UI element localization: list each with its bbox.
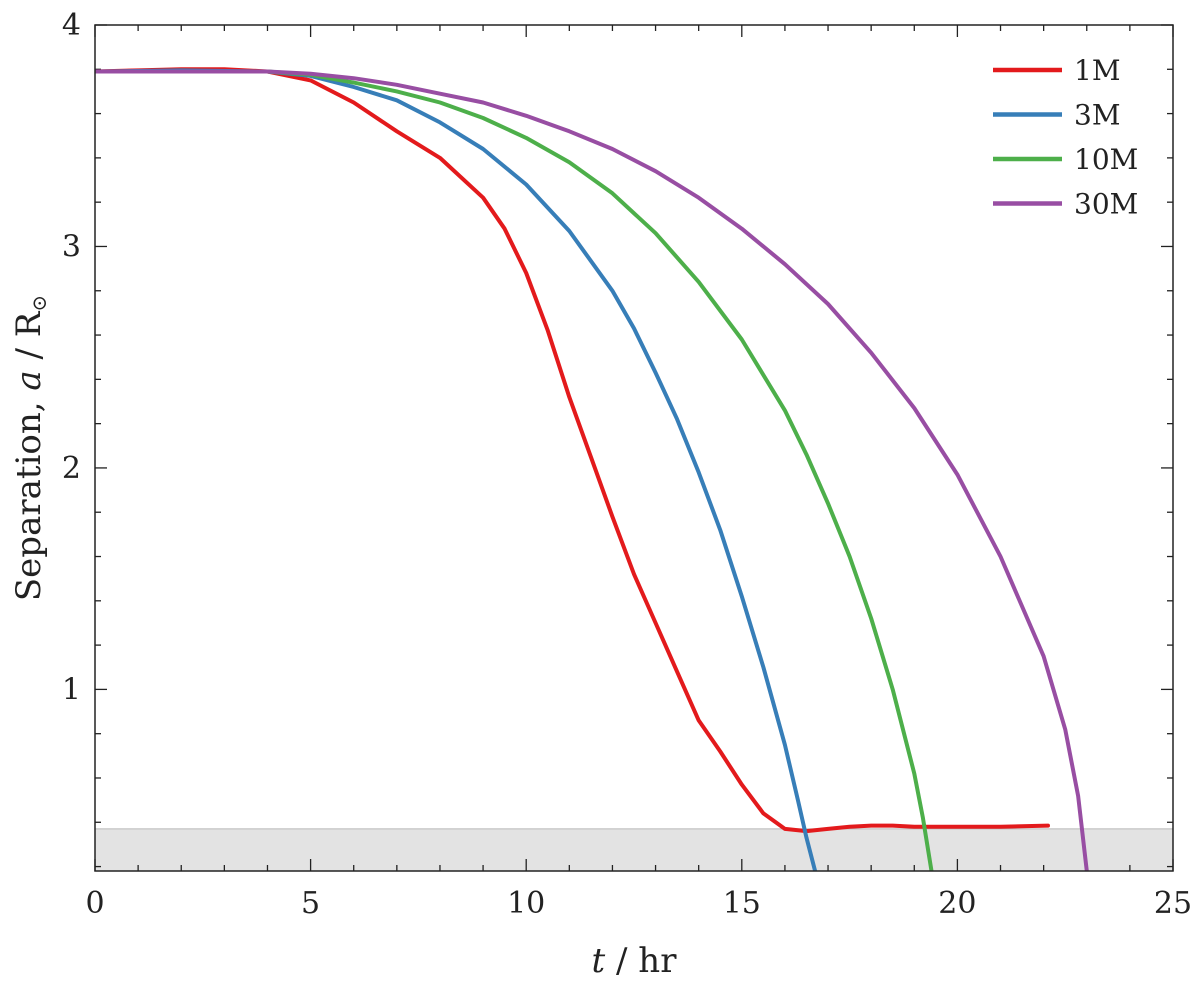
x-tick-label: 0 (85, 886, 104, 921)
y-axis-separator: / (9, 337, 49, 370)
x-axis-title: t / hr (592, 941, 678, 981)
shaded-region-layer (95, 828, 1173, 871)
legend-label-30m: 30M (1074, 188, 1138, 221)
y-axis-unit: R (9, 310, 49, 337)
x-tick-label: 25 (1154, 886, 1192, 921)
x-tick-label: 10 (507, 886, 545, 921)
axis-ticks-layer (94, 24, 1174, 871)
y-tick-label: 2 (62, 451, 81, 486)
y-tick-label: 4 (62, 8, 81, 43)
series-layer (95, 67, 1089, 871)
x-tick-label: 20 (938, 886, 976, 921)
y-axis-variable: a (9, 370, 49, 390)
y-axis-title: Separation, a / R⊙ (9, 295, 51, 601)
legend-label-3m: 3M (1074, 99, 1120, 132)
x-tick-label: 15 (723, 886, 761, 921)
series-line-3m (95, 68, 818, 871)
x-tick-label: 5 (301, 886, 320, 921)
series-line-10m (95, 69, 934, 871)
series-line-1m (95, 67, 1050, 834)
shaded-region (95, 828, 1173, 871)
y-axis-text: Separation, (9, 391, 49, 602)
plot-frame (94, 24, 1174, 872)
y-tick-label: 1 (62, 672, 81, 707)
legend: 1M 3M 10M 30M (993, 54, 1138, 221)
tick-labels-layer: 0 5 10 15 20 25 1 2 3 4 (62, 8, 1192, 921)
legend-label-10m: 10M (1074, 143, 1138, 176)
legend-label-1m: 1M (1074, 54, 1120, 87)
y-axis-unit-subscript: ⊙ (27, 295, 51, 312)
x-axis-variable: t (592, 941, 606, 981)
x-axis-separator: / (605, 941, 638, 981)
x-axis-unit: hr (638, 941, 677, 981)
y-tick-label: 3 (62, 229, 81, 264)
series-line-30m (95, 69, 1089, 871)
